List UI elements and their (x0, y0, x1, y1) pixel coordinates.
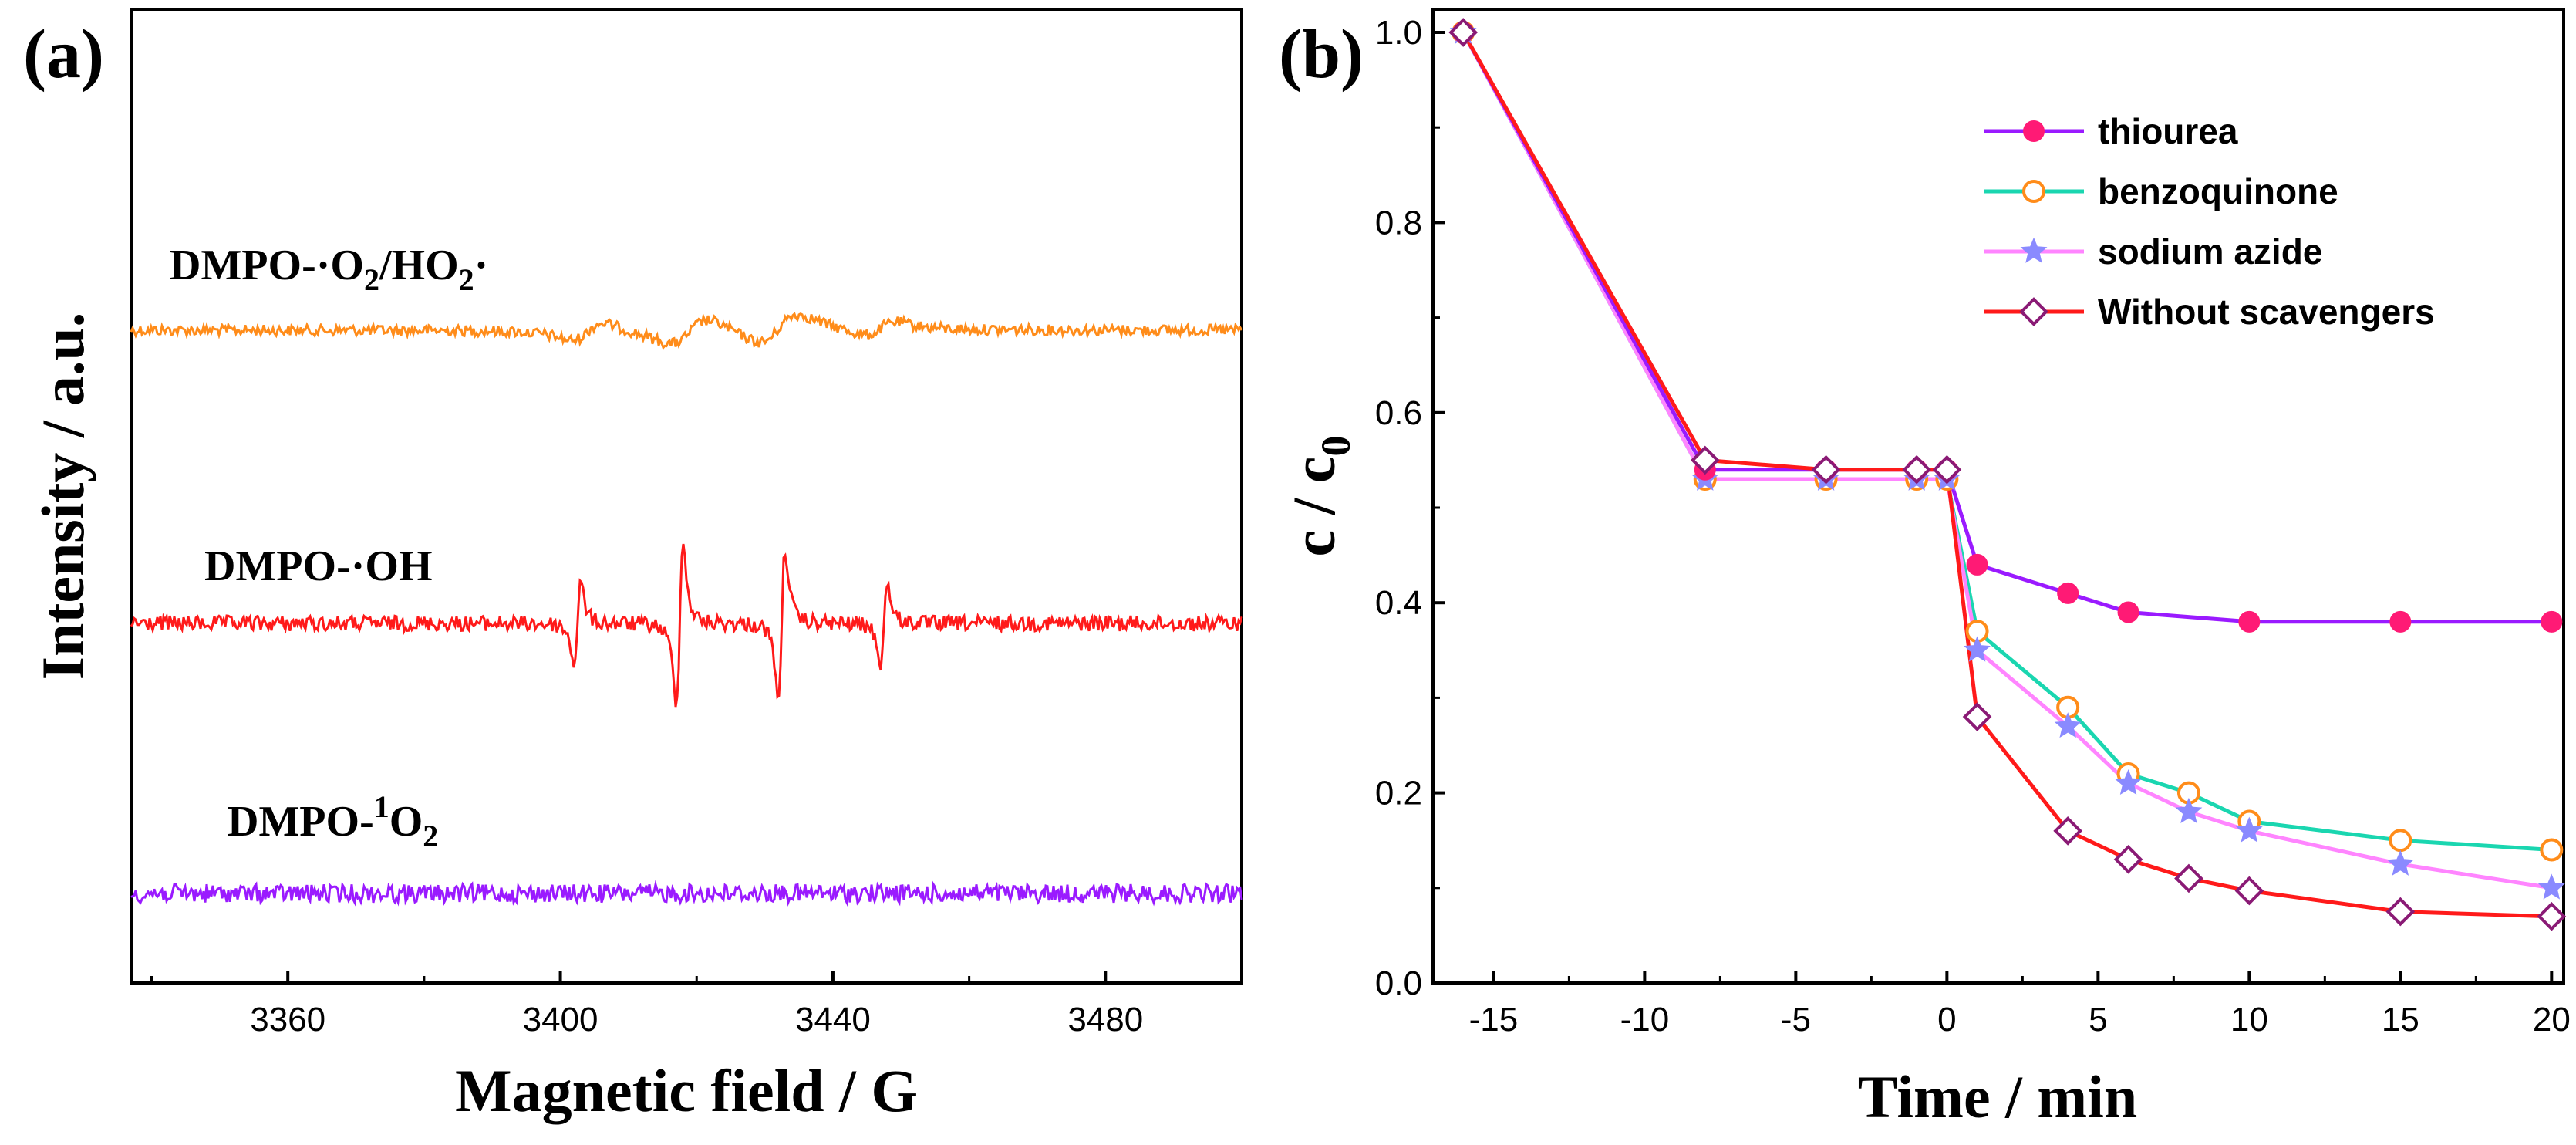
point-sodium-azide (2054, 712, 2082, 738)
point-sodium-azide (2235, 816, 2263, 843)
b-x-tick-label: -15 (1469, 1001, 1519, 1039)
panel-a-plot-frame (130, 8, 1243, 985)
point-thiourea (2238, 610, 2261, 633)
a-x-tick-label: 3400 (523, 1001, 598, 1039)
label-dmpo-oh: DMPO-·OH (204, 542, 433, 590)
trace-dmpo-o2-ho2 (130, 312, 1243, 350)
point-without-scavengers (1902, 454, 1931, 485)
panel-b-kinetics: (b) -15 -10 -5 0 5 10 15 20 0.00.20.40.60.81.0 … (1279, 8, 2571, 1130)
label-dmpo-1o2: DMPO-1O2 (228, 789, 438, 853)
b-x-tick-label: 0 (1937, 1001, 1956, 1039)
legend-marker (2023, 120, 2045, 142)
panel-a-label: (a) (23, 16, 104, 93)
series-line-benzoquinone (1462, 31, 2552, 852)
point-sodium-azide (2537, 873, 2565, 900)
legend-marker (2020, 237, 2048, 263)
trace-dmpo-oh (130, 543, 1243, 708)
a-x-tick-label: 3480 (1067, 1001, 1143, 1039)
point-without-scavengers (1811, 454, 1841, 485)
trace-dmpo-1o2 (130, 880, 1243, 907)
point-without-scavengers (1448, 18, 1479, 47)
a-x-tick-label: 3440 (795, 1001, 871, 1039)
b-x-tick-label: 5 (2089, 1001, 2107, 1039)
panel-a-epr-spectra: (a) 3360 3400 3440 3480 Magnetic field / G … (23, 8, 1243, 1124)
legend-label: sodium azide (2098, 231, 2322, 272)
point-without-scavengers (2113, 845, 2143, 874)
b-x-tick-label: -5 (1781, 1001, 1811, 1039)
point-thiourea (2117, 601, 2139, 623)
panel-a-y-axis-title: Intensity / a.u. (29, 312, 96, 681)
panel-b-y-axis-title: c / c0 (1280, 436, 1359, 557)
point-thiourea (2057, 582, 2079, 604)
legend-label: benzoquinone (2098, 171, 2338, 211)
point-without-scavengers (1690, 445, 1720, 475)
point-without-scavengers (2537, 901, 2567, 931)
legend-label: thiourea (2098, 111, 2238, 151)
legend-marker (2019, 297, 2048, 326)
point-without-scavengers (2053, 816, 2082, 846)
b-x-tick-label: 10 (2230, 1001, 2268, 1039)
point-benzoquinone (2389, 829, 2412, 853)
b-y-tick-label: 0.0 (1375, 964, 1422, 1002)
panel-a-x-ticks: 3360 3400 3440 3480 (150, 971, 1243, 1039)
panel-b-plot-frame (1431, 8, 2565, 985)
point-without-scavengers (2174, 863, 2203, 893)
b-x-tick-label: 15 (2382, 1001, 2419, 1039)
point-thiourea (2389, 610, 2412, 633)
panel-b-x-axis-title: Time / min (1858, 1063, 2138, 1130)
panel-b-series (1448, 18, 2567, 931)
panel-a-x-axis-title: Magnetic field / G (455, 1057, 918, 1124)
b-y-tick-label: 0.8 (1375, 204, 1422, 241)
panel-b-x-ticks: -15 -10 -5 0 5 10 15 20 (1469, 971, 2571, 1039)
b-y-tick-label: 0.2 (1375, 775, 1422, 812)
b-x-tick-label: 20 (2533, 1001, 2571, 1039)
point-without-scavengers (2234, 876, 2264, 906)
panel-b-legend: thiourea benzoquinone sodium azide Without … (1984, 111, 2435, 332)
panel-b-y-ticks: 0.0 0.2 0.4 0.6 0.8 1.0 (1375, 14, 1445, 1002)
point-without-scavengers (2385, 897, 2416, 927)
b-x-tick-label: -10 (1620, 1001, 1670, 1039)
legend-label: Without scavengers (2098, 292, 2435, 332)
b-y-tick-label: 1.0 (1375, 14, 1422, 52)
point-without-scavengers (1932, 454, 1962, 485)
series-line-without-scavengers (1462, 31, 2552, 919)
b-y-tick-label: 0.6 (1375, 394, 1422, 432)
point-sodium-azide (2386, 849, 2414, 876)
point-thiourea (1966, 553, 1988, 576)
point-without-scavengers (1962, 702, 1992, 731)
label-dmpo-o2-ho2: DMPO-·O2/HO2· (170, 241, 488, 297)
point-sodium-azide (2175, 797, 2203, 824)
series-line-sodium-azide (1462, 31, 2552, 890)
a-x-tick-label: 3360 (250, 1001, 325, 1039)
point-sodium-azide (2115, 768, 2142, 795)
panel-b-label: (b) (1279, 16, 1364, 93)
b-y-tick-label: 0.4 (1375, 584, 1422, 622)
point-sodium-azide (1964, 636, 1991, 662)
legend-marker (2022, 180, 2045, 203)
point-thiourea (2541, 610, 2563, 633)
point-benzoquinone (2540, 838, 2564, 862)
